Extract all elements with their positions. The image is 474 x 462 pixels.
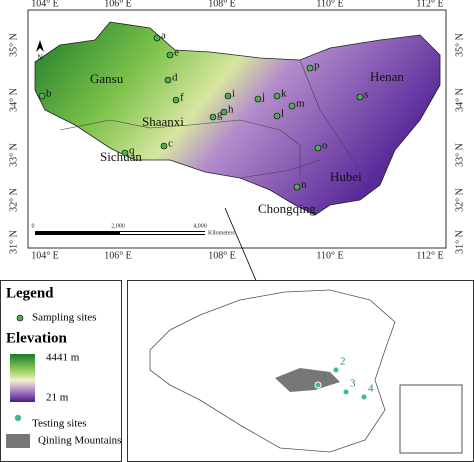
site-label: c (168, 138, 173, 150)
sampling-site (224, 92, 232, 100)
site-label: i (232, 88, 235, 100)
lon-label: 106° E (104, 250, 132, 261)
site-label: e (174, 47, 179, 59)
elevation-ramp (10, 354, 35, 402)
lon-label: 108° E (208, 250, 236, 261)
lon-label: 108° E (208, 0, 236, 9)
testing-site (314, 381, 322, 389)
lat-label: 34° N (454, 88, 465, 112)
lat-label: 32° N (454, 188, 465, 212)
site-label: q (129, 145, 135, 157)
sampling-site (293, 183, 301, 191)
sampling-site (254, 95, 262, 103)
lon-label: 112° E (416, 0, 443, 9)
testing-label: 1 (322, 371, 328, 383)
qinling-map (34, 21, 441, 216)
region-label: Sichuan (100, 149, 142, 164)
sampling-site (172, 96, 180, 104)
lat-label: 31° N (454, 230, 465, 254)
lon-label: 110° E (316, 250, 343, 261)
lat-label: 33° N (454, 143, 465, 167)
qinling-inset (275, 368, 340, 392)
lon-label: 110° E (316, 0, 343, 9)
sampling-site (160, 142, 168, 150)
scale-label: 0 (32, 223, 35, 229)
testing-site (342, 388, 350, 396)
legend-title: Legend (6, 285, 54, 301)
testing-label: 2 (340, 356, 346, 368)
site-label: g (217, 109, 223, 121)
site-label: n (301, 179, 307, 191)
legend-item: Testing sites (32, 418, 87, 430)
sampling-site (164, 76, 172, 84)
sampling-site (166, 51, 174, 59)
sampling-site (209, 113, 217, 121)
sampling-site (273, 92, 281, 100)
site-label: d (172, 72, 178, 84)
scale-unit: Kilometers (208, 230, 235, 236)
south-sea-inset (399, 384, 463, 454)
sampling-site (273, 112, 281, 120)
region-label: Gansu (90, 71, 124, 86)
province-borders (59, 59, 361, 179)
site-label: k (281, 88, 287, 100)
site-label: f (180, 92, 184, 104)
legend-item: Sampling sites (32, 312, 96, 324)
testing-icon (13, 413, 23, 423)
lat-label: 35° N (8, 33, 19, 57)
site-label: s (364, 89, 368, 101)
sampling-icon (16, 314, 24, 322)
lat-label: 34° N (8, 88, 19, 112)
scale-label: 4,000 (193, 223, 207, 229)
testing-label: 4 (368, 383, 374, 395)
lat-label: 35° N (454, 33, 465, 57)
legend-item: Qinling Mountains (38, 435, 121, 447)
north-arrow (36, 40, 44, 52)
site-label: o (322, 140, 328, 152)
site-label: b (46, 88, 52, 100)
region-label: Shaanxi (142, 114, 184, 129)
sampling-site (38, 92, 46, 100)
sampling-site (356, 93, 364, 101)
lon-label: 104° E (31, 250, 59, 261)
lat-label: 31° N (8, 230, 19, 254)
testing-site (360, 393, 368, 401)
legend-title: Elevation (6, 330, 67, 346)
legend-item: 21 m (46, 392, 69, 404)
lon-label: 104° E (31, 0, 59, 9)
north-label: N (37, 53, 43, 62)
sampling-site (306, 64, 314, 72)
china-outline (149, 289, 396, 453)
region-label: Henan (370, 69, 404, 84)
testing-site (332, 366, 340, 374)
site-label: a (161, 30, 166, 42)
sampling-site (153, 34, 161, 42)
lat-label: 33° N (8, 143, 19, 167)
region-label: Chongqing (258, 201, 316, 216)
lat-label: 32° N (8, 188, 19, 212)
testing-label: 3 (350, 378, 356, 390)
scale-bar (120, 232, 205, 234)
site-label: j (261, 91, 265, 103)
site-label: h (228, 104, 234, 116)
scale-label: 2,000 (111, 223, 125, 229)
qinling-swatch (6, 434, 30, 448)
sampling-site (121, 149, 129, 157)
sampling-site (314, 144, 322, 152)
legend-item: 4441 m (46, 352, 80, 364)
site-label: p (314, 60, 320, 72)
sampling-site (220, 108, 228, 116)
region-label: Hubei (330, 169, 362, 184)
site-label: l (281, 108, 284, 120)
site-label: m (296, 98, 305, 110)
lon-label: 112° E (416, 250, 443, 261)
sampling-site (288, 102, 296, 110)
lon-label: 106° E (104, 0, 132, 9)
